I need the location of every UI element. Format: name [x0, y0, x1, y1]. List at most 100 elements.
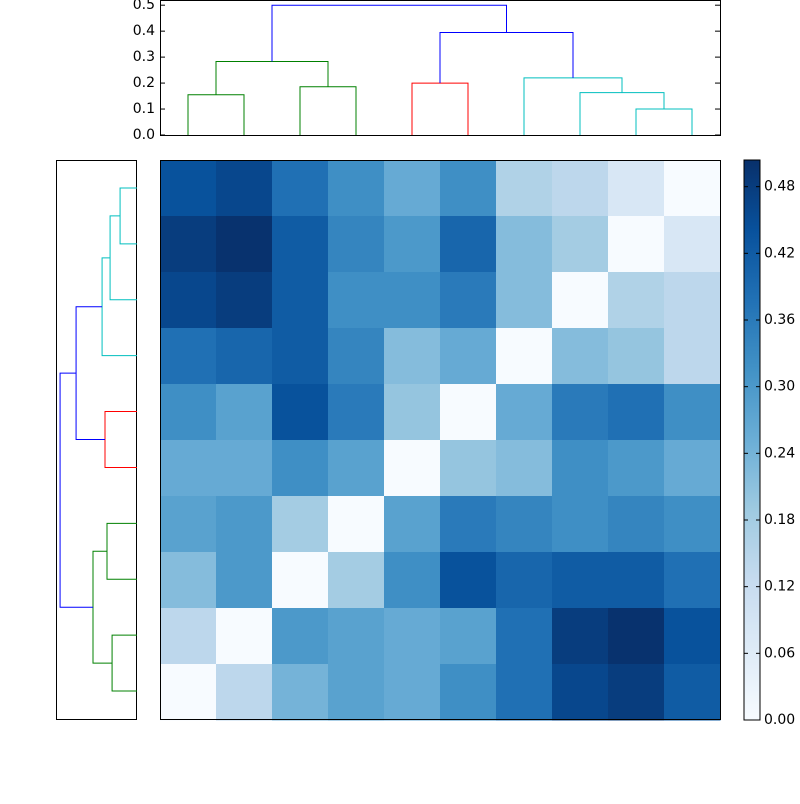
heatmap-cell — [496, 440, 553, 497]
heatmap-cell — [216, 440, 273, 497]
dendrogram-link — [119, 187, 137, 245]
heatmap-cell — [608, 552, 665, 609]
heatmap-cell — [160, 440, 217, 497]
heatmap-cell — [440, 272, 497, 329]
dendrogram-link — [271, 4, 507, 62]
heatmap-cell — [216, 384, 273, 441]
colorbar-tick-label: 0.24 — [764, 445, 795, 461]
heatmap-cell — [664, 496, 721, 553]
heatmap-cell — [664, 608, 721, 665]
heatmap-cell — [384, 664, 441, 721]
heatmap-cell — [496, 608, 553, 665]
dendrogram-link — [215, 61, 329, 95]
heatmap-cell — [440, 160, 497, 217]
heatmap-cell — [384, 272, 441, 329]
heatmap-cell — [496, 384, 553, 441]
heatmap-cell — [384, 440, 441, 497]
dendrogram-link — [523, 77, 623, 135]
left-axes — [56, 160, 137, 720]
heatmap-cell — [608, 608, 665, 665]
heatmap-cell — [496, 552, 553, 609]
heatmap-cell — [272, 384, 329, 441]
heatmap-cell — [216, 328, 273, 385]
colorbar — [743, 159, 761, 721]
heatmap-cell — [440, 664, 497, 721]
heatmap-cell — [664, 384, 721, 441]
heatmap-cell — [384, 384, 441, 441]
heatmap-cell — [160, 552, 217, 609]
dendrogram-link — [439, 31, 574, 84]
heatmap-cell — [496, 328, 553, 385]
y-tick-label: 0.3 — [133, 49, 155, 65]
heatmap-cell — [496, 160, 553, 217]
heatmap-cell — [440, 440, 497, 497]
heatmap-cell — [160, 272, 217, 329]
heatmap-cell — [496, 664, 553, 721]
heatmap-cell — [608, 216, 665, 273]
heatmap-cell — [552, 384, 609, 441]
heatmap-cell — [496, 216, 553, 273]
heatmap-cell — [216, 216, 273, 273]
heatmap-cell — [496, 496, 553, 553]
colorbar-tick-label: 0.12 — [764, 579, 795, 595]
heatmap-cell — [384, 216, 441, 273]
colorbar-tick-label: 0.06 — [764, 645, 795, 661]
heatmap-cell — [216, 664, 273, 721]
heatmap-cell — [272, 552, 329, 609]
heatmap-cell — [328, 160, 385, 217]
y-tick-label: 0.1 — [133, 101, 155, 117]
heatmap-cell — [440, 328, 497, 385]
heatmap-cell — [664, 216, 721, 273]
heatmap-cell — [664, 272, 721, 329]
heatmap-cell — [440, 216, 497, 273]
colorbar-tick-label: 0.30 — [764, 379, 795, 395]
heatmap-cell — [608, 160, 665, 217]
heatmap-cell — [552, 496, 609, 553]
heatmap-cell — [608, 664, 665, 721]
heatmap-cell — [272, 440, 329, 497]
heatmap-cell — [608, 272, 665, 329]
dendrogram-link — [635, 108, 693, 135]
heatmap-cell — [272, 496, 329, 553]
heatmap-cell — [384, 328, 441, 385]
heatmap-cell — [552, 272, 609, 329]
dendrogram-link — [92, 550, 113, 664]
heatmap-cell — [272, 272, 329, 329]
heatmap-cell — [384, 608, 441, 665]
heatmap-cell — [160, 160, 217, 217]
colorbar-tick-label: 0.00 — [764, 712, 795, 728]
colorbar-tick-label: 0.36 — [764, 312, 795, 328]
y-tick-label: 0.5 — [133, 0, 155, 13]
dendrogram-link — [104, 411, 137, 468]
heatmap-cell — [328, 384, 385, 441]
dendrogram-link — [59, 372, 93, 608]
heatmap-cell — [384, 160, 441, 217]
heatmap-cell — [216, 160, 273, 217]
dendrogram-link — [187, 94, 245, 135]
heatmap-cell — [608, 440, 665, 497]
top-axes — [160, 0, 721, 136]
heatmap-cell — [328, 496, 385, 553]
heatmap-cell — [496, 272, 553, 329]
heatmap-cell — [328, 272, 385, 329]
heatmap-cell — [664, 328, 721, 385]
heatmap-frame — [160, 160, 721, 720]
heatmap-cell — [440, 552, 497, 609]
heatmap-cell — [552, 608, 609, 665]
heatmap-cell — [328, 328, 385, 385]
colorbar-tick-label: 0.18 — [764, 512, 795, 528]
heatmap-cell — [328, 552, 385, 609]
heatmap-cell — [160, 328, 217, 385]
colorbar-tick-label: 0.42 — [764, 245, 795, 261]
y-tick-label: 0.0 — [133, 127, 155, 143]
dendrogram-link — [75, 306, 105, 440]
heatmap-cell — [608, 328, 665, 385]
heatmap-cell — [328, 440, 385, 497]
heatmap-cell — [664, 552, 721, 609]
heatmap-cell — [328, 608, 385, 665]
colorbar-tick-label: 0.48 — [764, 179, 795, 195]
heatmap-cell — [552, 328, 609, 385]
heatmap-cell — [440, 496, 497, 553]
heatmap-cell — [552, 160, 609, 217]
